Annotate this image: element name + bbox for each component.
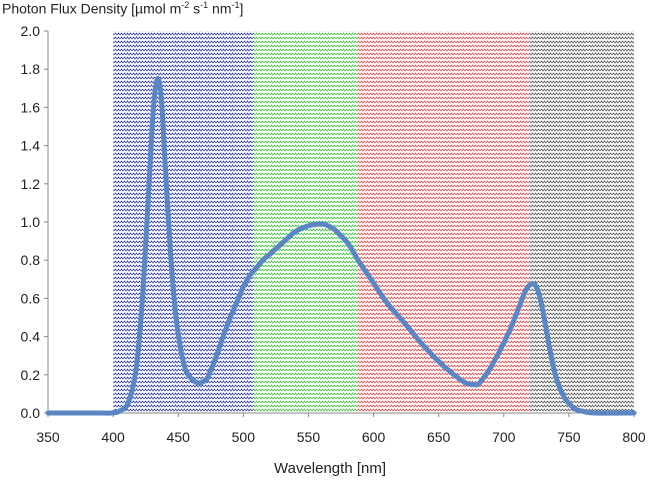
- x-tick-label: 450: [167, 429, 191, 445]
- y-tick-label: 1.0: [21, 214, 41, 230]
- x-tick-label: 550: [297, 429, 321, 445]
- y-tick-label: 1.2: [21, 176, 41, 192]
- series-group: [45, 76, 637, 416]
- x-axis-label: Wavelength [nm]: [274, 460, 386, 477]
- x-tick-label: 650: [427, 429, 451, 445]
- y-tick-label: 2.0: [21, 23, 41, 39]
- y-axis-label: Photon Flux Density [µmol m-2 s-1 nm-1]: [2, 0, 244, 17]
- y-tick-label: 0.8: [21, 252, 41, 268]
- spectral-bands: [113, 31, 634, 413]
- x-tick-label: 750: [557, 429, 581, 445]
- band-far-red: [529, 31, 634, 413]
- y-tick-label: 0.0: [21, 405, 41, 421]
- series-line-0: [45, 76, 637, 416]
- y-tick-label: 1.6: [21, 99, 41, 115]
- x-tick-label: 350: [36, 429, 60, 445]
- x-tick-label: 600: [362, 429, 386, 445]
- y-tick-label: 0.2: [21, 367, 41, 383]
- y-tick-label: 0.6: [21, 290, 41, 306]
- x-tick-label: 800: [622, 429, 646, 445]
- y-tick-label: 0.4: [21, 329, 41, 345]
- y-tick-label: 1.4: [21, 138, 41, 154]
- x-tick-label: 500: [232, 429, 256, 445]
- x-tick-label: 700: [492, 429, 516, 445]
- x-tick-label: 400: [101, 429, 125, 445]
- y-tick-label: 1.8: [21, 61, 41, 77]
- tick-labels: 0.0 0.2 0.4 0.6 0.8 1.0 1.2 1.4 1.6 1.8 2.0 350 400 4…: [21, 23, 646, 445]
- band-green: [253, 31, 358, 413]
- band-red: [357, 31, 530, 413]
